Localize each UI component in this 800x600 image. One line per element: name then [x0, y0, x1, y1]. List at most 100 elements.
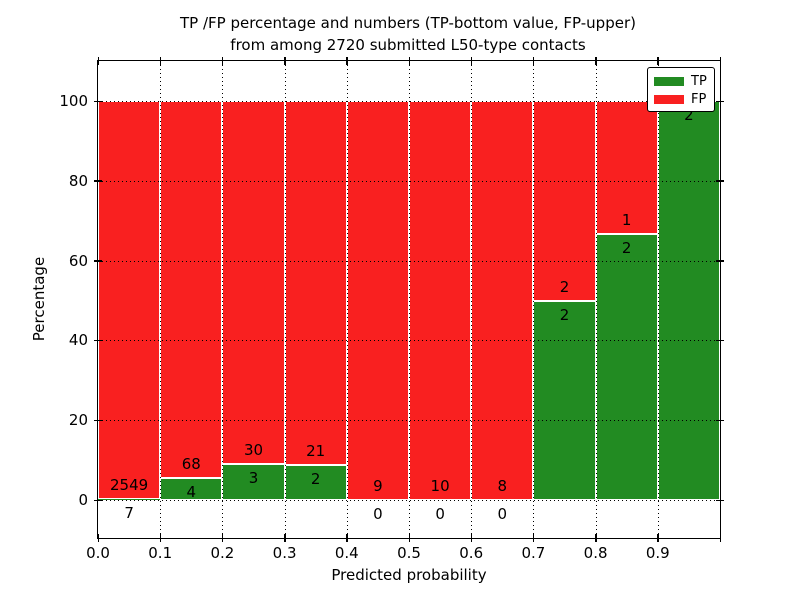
tick-mark-y-right	[716, 260, 724, 262]
bar-count-label-fp: 10	[430, 477, 450, 495]
tick-mark-x-bottom	[657, 534, 659, 542]
x-tick-label: 0.4	[334, 544, 359, 562]
y-tick-label: 0	[78, 491, 88, 509]
x-tick-label: 0.0	[86, 544, 110, 562]
x-tick-label: 0.1	[148, 544, 173, 562]
x-tick-label: 0.2	[210, 544, 235, 562]
tick-mark-x-top	[470, 57, 473, 65]
legend: TP FP	[647, 67, 715, 112]
bar-count-label-tp: 0	[497, 505, 508, 523]
bar-segment-fp	[98, 101, 161, 499]
bar-count-label-tp: 2	[684, 106, 694, 124]
tick-mark-x-bottom	[470, 534, 473, 542]
y-tick-label: 100	[59, 92, 88, 110]
x-tick-label: 0.8	[583, 544, 608, 562]
tick-mark-x-bottom	[532, 534, 535, 542]
chart-title-line2: from among 2720 submitted L50-type conta…	[230, 36, 586, 54]
y-tick-label: 80	[68, 171, 88, 190]
legend-entry-tp: TP	[654, 72, 714, 90]
plot-area: Predicted probability Percentage TP FP 25…	[30, 57, 724, 584]
x-tick-label: 0.3	[272, 544, 297, 562]
bar-segment-fp	[346, 101, 409, 500]
tick-mark-x-bottom	[284, 534, 286, 542]
tick-mark-x-top	[284, 57, 286, 65]
bar-segment-fp	[222, 101, 285, 464]
tick-mark-x-bottom	[159, 534, 162, 542]
legend-label: FP	[691, 91, 707, 107]
legend-swatch-fp	[654, 94, 684, 104]
bar-count-label-fp: 30	[243, 440, 264, 459]
tick-mark-x-bottom	[595, 534, 597, 542]
gridline-vertical	[346, 61, 348, 538]
tick-mark-y-right	[716, 180, 724, 182]
gridline-vertical	[533, 61, 535, 538]
tick-mark-x-top	[657, 57, 659, 65]
x-tick-label: 0.6	[459, 544, 484, 562]
tick-mark-x-bottom	[97, 534, 99, 542]
tick-mark-x-top	[346, 57, 348, 65]
gridline-vertical	[284, 61, 286, 538]
tick-mark-x-top	[159, 57, 162, 65]
tick-mark-x-top	[532, 57, 535, 65]
bar-count-label-tp: 7	[124, 503, 134, 522]
legend-label: TP	[691, 73, 707, 89]
bar-count-label-tp: 4	[186, 482, 197, 501]
tick-mark-y-right	[716, 100, 724, 102]
bar-count-label-fp: 2	[559, 277, 570, 296]
bar-count-label-tp: 0	[435, 505, 445, 523]
x-tick-label: 0.5	[397, 544, 421, 562]
tick-mark-x-top	[408, 57, 410, 65]
y-tick-label: 20	[68, 411, 88, 430]
tick-mark-x-bottom	[719, 534, 721, 542]
gridline-vertical	[222, 61, 224, 538]
bar-count-label-fp: 8	[497, 477, 508, 495]
bar-segment-tp	[657, 101, 720, 500]
bar-segment-tp	[222, 463, 285, 500]
bar-segment-fp	[533, 101, 596, 301]
tick-mark-x-top	[719, 57, 721, 65]
tick-mark-x-top	[221, 57, 224, 65]
y-tick-label: 60	[68, 251, 88, 270]
bar-segment-tp	[533, 300, 596, 500]
x-tick-label: 0.9	[645, 544, 670, 562]
bar-segment-tp	[284, 465, 347, 500]
bar-count-label-tp: 2	[621, 239, 632, 257]
tick-mark-x-bottom	[408, 534, 410, 542]
legend-swatch-tp	[654, 76, 684, 86]
tick-mark-y-left	[94, 499, 102, 501]
y-axis-label: Percentage	[30, 256, 48, 342]
bar-count-label-fp: 9	[373, 477, 383, 495]
chart-title-line1: TP /FP percentage and numbers (TP-bottom…	[180, 14, 636, 32]
bar-segment-fp	[595, 101, 658, 234]
bar-count-label-tp: 0	[373, 505, 383, 523]
legend-entry-fp: FP	[654, 90, 714, 108]
bar-count-label-fp: 21	[306, 442, 326, 461]
bar-count-label-tp: 2	[559, 305, 570, 324]
bar-count-label-fp: 2549	[110, 475, 149, 494]
tick-mark-x-bottom	[221, 534, 224, 542]
tick-mark-x-bottom	[346, 534, 348, 542]
gridline-vertical	[595, 61, 597, 538]
gridline-vertical	[657, 61, 659, 538]
tick-mark-x-top	[595, 57, 597, 65]
chart-title: TP /FP percentage and numbers (TP-bottom…	[97, 12, 719, 56]
bar-segment-tp	[595, 234, 658, 500]
tick-mark-y-left	[94, 180, 102, 182]
tick-mark-x-top	[97, 57, 99, 65]
bar-count-label-tp: 2	[310, 470, 321, 489]
y-tick-label: 40	[68, 331, 88, 350]
tick-mark-y-right	[716, 419, 724, 422]
tick-mark-y-left	[94, 260, 102, 262]
tick-mark-y-left	[94, 419, 102, 422]
tick-mark-y-left	[94, 339, 102, 342]
gridline-vertical	[160, 61, 162, 538]
tick-mark-y-right	[716, 499, 724, 501]
tick-mark-y-left	[94, 100, 102, 102]
gridline-vertical	[409, 61, 410, 538]
bar-count-label-tp: 3	[248, 468, 259, 487]
bar-segment-tp	[98, 498, 161, 500]
gridline-vertical	[471, 61, 473, 538]
bar-count-label-fp: 1	[621, 211, 632, 229]
x-axis-label: Predicted probability	[331, 566, 487, 584]
